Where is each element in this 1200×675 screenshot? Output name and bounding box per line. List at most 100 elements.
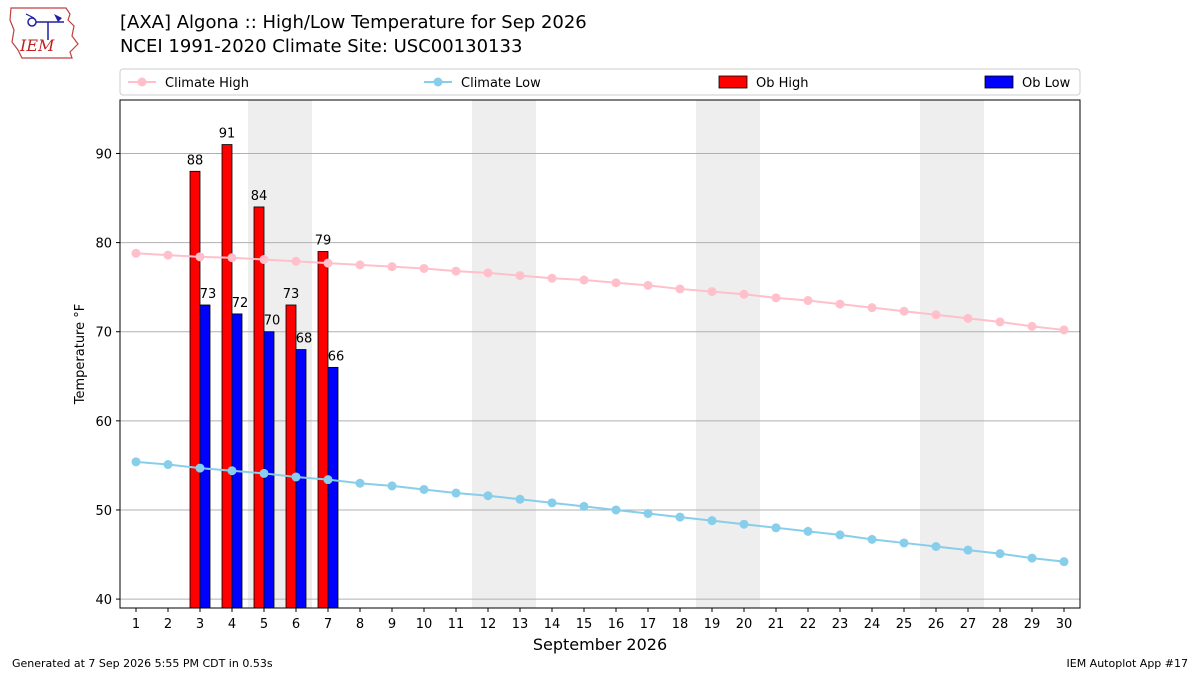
- climate-high-point: [835, 299, 845, 309]
- climate-high-point: [643, 280, 653, 290]
- climate-high-point: [483, 268, 493, 278]
- x-tick-label: 4: [228, 617, 236, 632]
- logo-text: IEM: [19, 36, 55, 55]
- climate-low-point: [163, 460, 173, 470]
- app-label: IEM Autoplot App #17: [1066, 657, 1189, 670]
- ob-high-label: 84: [251, 189, 268, 204]
- ob-high-label: 91: [219, 127, 236, 142]
- climate-low-point: [579, 501, 589, 511]
- y-tick-label: 60: [95, 415, 112, 430]
- climate-high-point: [419, 263, 429, 273]
- legend-label: Climate High: [165, 76, 249, 91]
- climate-low-point: [323, 475, 333, 485]
- ob-high-label: 88: [187, 153, 204, 168]
- ob-high-label: 79: [315, 234, 332, 249]
- generated-timestamp: Generated at 7 Sep 2026 5:55 PM CDT in 0…: [12, 657, 273, 670]
- ob-low-label: 68: [296, 332, 313, 347]
- x-tick-label: 12: [480, 617, 497, 632]
- climate-low-line: [135, 460, 1065, 563]
- climate-high-line: [135, 252, 1065, 331]
- climate-high-point: [387, 262, 397, 272]
- climate-low-point: [291, 472, 301, 482]
- climate-low-point: [675, 512, 685, 522]
- x-tick-label: 16: [608, 617, 625, 632]
- climate-low-point: [835, 530, 845, 540]
- climate-high-point: [803, 296, 813, 306]
- climate-high-point: [131, 248, 141, 258]
- x-tick-label: 24: [864, 617, 881, 632]
- x-tick-label: 5: [260, 617, 268, 632]
- climate-low-point: [643, 509, 653, 519]
- legend-box: [119, 68, 1081, 96]
- x-tick-label: 18: [672, 617, 689, 632]
- climate-high-point: [771, 293, 781, 303]
- x-tick-label: 13: [512, 617, 529, 632]
- x-tick-label: 22: [800, 617, 817, 632]
- weekend-shade: [920, 100, 984, 608]
- x-tick-label: 1: [132, 617, 140, 632]
- legend-marker-icon: [137, 77, 147, 87]
- climate-low-point: [515, 494, 525, 504]
- x-tick-label: 7: [324, 617, 332, 632]
- climate-low-point: [739, 519, 749, 529]
- x-tick-label: 9: [388, 617, 396, 632]
- x-tick-label: 20: [736, 617, 753, 632]
- climate-low-point: [995, 549, 1005, 559]
- ob-high-bar: [189, 170, 201, 609]
- climate-high-point: [323, 258, 333, 268]
- climate-low-point: [131, 457, 141, 467]
- x-tick-label: 6: [292, 617, 300, 632]
- iem-logo: IEM: [9, 7, 79, 59]
- x-tick-label: 28: [992, 617, 1009, 632]
- climate-low-point: [451, 488, 461, 498]
- climate-high-point: [451, 266, 461, 276]
- climate-low-point: [611, 505, 621, 515]
- climate-low-point: [707, 516, 717, 526]
- climate-low-point: [355, 478, 365, 488]
- x-tick-label: 2: [164, 617, 172, 632]
- y-tick-label: 50: [95, 504, 112, 519]
- ob-high-bar: [285, 304, 297, 609]
- legend-swatch-icon: [984, 75, 1014, 89]
- climate-low-point: [963, 545, 973, 555]
- climate-high-point: [611, 278, 621, 288]
- climate-low-point: [419, 484, 429, 494]
- climate-high-point: [291, 256, 301, 266]
- climate-low-point: [259, 468, 269, 478]
- weekend-shade: [472, 100, 536, 608]
- chart-subtitle: NCEI 1991-2020 Climate Site: USC00130133: [120, 36, 523, 57]
- climate-high-point: [163, 250, 173, 260]
- legend-label: Ob Low: [1022, 76, 1071, 91]
- ob-low-label: 70: [264, 314, 281, 329]
- plot-frame: [119, 99, 1081, 609]
- climate-low-point: [483, 491, 493, 501]
- climate-high-point: [675, 284, 685, 294]
- climate-high-point: [963, 313, 973, 323]
- legend-marker-icon: [433, 77, 443, 87]
- legend-label: Climate Low: [461, 76, 541, 91]
- x-tick-label: 25: [896, 617, 913, 632]
- climate-high-point: [547, 273, 557, 283]
- climate-high-point: [931, 310, 941, 320]
- climate-high-point: [707, 287, 717, 297]
- weekend-shade: [696, 100, 760, 608]
- climate-high-point: [739, 289, 749, 299]
- x-tick-label: 19: [704, 617, 721, 632]
- x-tick-label: 17: [640, 617, 657, 632]
- legend-swatch-icon: [718, 75, 748, 89]
- ob-high-bar: [317, 251, 329, 609]
- chart-title: [AXA] Algona :: High/Low Temperature for…: [120, 12, 587, 33]
- ob-low-label: 72: [232, 296, 249, 311]
- climate-high-point: [515, 271, 525, 281]
- climate-low-point: [899, 538, 909, 548]
- y-tick-label: 80: [95, 237, 112, 252]
- climate-high-point: [1059, 325, 1069, 335]
- climate-high-point: [899, 306, 909, 316]
- climate-low-point: [803, 526, 813, 536]
- x-tick-label: 29: [1024, 617, 1041, 632]
- climate-low-point: [1059, 557, 1069, 567]
- climate-high-point: [259, 255, 269, 265]
- y-tick-label: 90: [95, 147, 112, 162]
- x-tick-label: 26: [928, 617, 945, 632]
